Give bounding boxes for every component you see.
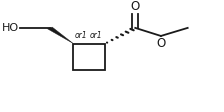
Text: or1: or1 bbox=[90, 31, 102, 40]
Text: O: O bbox=[131, 0, 140, 13]
Text: HO: HO bbox=[2, 23, 19, 33]
Polygon shape bbox=[47, 27, 73, 43]
Text: O: O bbox=[156, 37, 166, 50]
Text: or1: or1 bbox=[74, 31, 87, 40]
